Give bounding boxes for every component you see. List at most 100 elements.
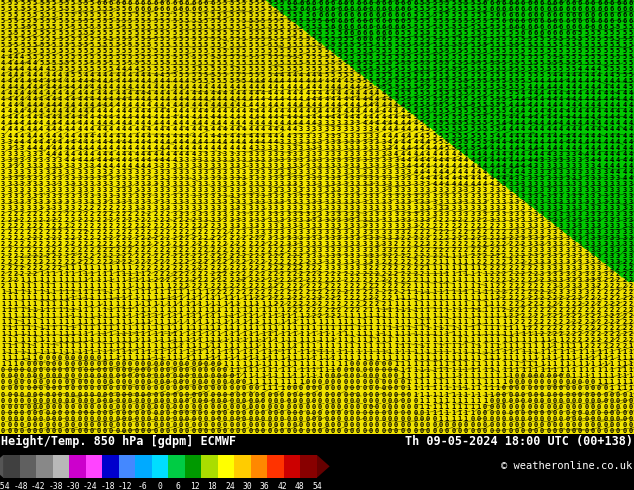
Text: 0: 0 [71,392,75,397]
Text: 4: 4 [8,108,11,115]
Text: 6: 6 [585,0,588,6]
Text: 4: 4 [597,132,601,139]
Text: 4: 4 [8,126,11,132]
Text: 4: 4 [65,97,68,102]
Text: 0: 0 [198,410,202,416]
Text: 0: 0 [166,373,170,379]
Text: 6: 6 [369,0,373,6]
Text: 0: 0 [160,397,164,404]
Text: 5: 5 [217,36,221,42]
Text: 3: 3 [363,223,366,229]
Text: 1: 1 [128,337,132,343]
Text: 4: 4 [268,121,271,126]
Text: 4: 4 [141,97,145,102]
Text: 3: 3 [242,174,246,181]
Text: 6: 6 [204,0,208,6]
Text: 4: 4 [46,132,49,139]
Text: 1: 1 [394,307,398,313]
Text: 1: 1 [293,362,297,368]
Text: 4: 4 [616,150,620,157]
Text: 1: 1 [458,416,462,421]
Text: 1: 1 [629,368,633,373]
Text: 0: 0 [451,428,455,434]
Text: 1: 1 [52,295,56,301]
Text: 5: 5 [439,42,443,48]
Text: 1: 1 [52,349,56,355]
Text: 0: 0 [527,410,531,416]
Text: 3: 3 [382,181,385,187]
Text: 5: 5 [109,24,113,30]
Text: 3: 3 [166,199,170,205]
Text: 3: 3 [382,199,385,205]
Text: 4: 4 [128,150,132,157]
Text: 4: 4 [109,139,113,145]
Text: 3: 3 [293,241,297,247]
Text: 6: 6 [344,30,347,36]
Text: 3: 3 [14,157,18,163]
Text: 4: 4 [160,108,164,115]
Text: 2: 2 [629,295,633,301]
Text: 4: 4 [566,132,569,139]
Text: 1: 1 [255,307,259,313]
Text: 1: 1 [77,301,81,307]
Text: 1: 1 [597,349,601,355]
Text: 0: 0 [46,373,49,379]
Text: 3: 3 [578,163,582,169]
Text: 2: 2 [407,235,411,241]
Text: 0: 0 [14,428,18,434]
Text: 0: 0 [230,404,233,410]
Text: 0: 0 [77,355,81,361]
Text: 6: 6 [610,12,614,18]
Text: 1: 1 [179,349,183,355]
Text: 3: 3 [312,174,316,181]
Text: 0: 0 [623,416,626,421]
Text: 3: 3 [337,157,341,163]
Text: 0: 0 [382,416,385,421]
Text: 0: 0 [553,379,557,386]
Text: 0: 0 [547,397,550,404]
Text: 2: 2 [477,229,481,235]
Text: 4: 4 [122,115,126,121]
Text: 4: 4 [141,102,145,108]
Text: 6: 6 [369,12,373,18]
Text: 5: 5 [515,36,519,42]
Text: 1: 1 [210,355,214,361]
Text: 5: 5 [185,73,189,78]
Text: 2: 2 [616,283,620,289]
Text: 4: 4 [426,139,430,145]
Text: 3: 3 [566,217,569,223]
Text: 2: 2 [287,283,290,289]
Text: 1: 1 [477,283,481,289]
Text: 1: 1 [236,355,240,361]
Text: 5: 5 [464,24,468,30]
Text: 3: 3 [559,193,563,199]
Text: 3: 3 [147,199,151,205]
Text: 2: 2 [350,301,354,307]
Text: 0: 0 [27,421,30,428]
Text: 5: 5 [534,42,538,48]
Text: 6: 6 [540,0,544,6]
Text: 5: 5 [489,78,493,84]
Text: 1: 1 [39,301,43,307]
Text: 4: 4 [521,108,525,115]
Text: 1: 1 [426,319,430,325]
Text: 2: 2 [318,283,322,289]
Text: 1: 1 [179,289,183,295]
Text: 4: 4 [172,97,176,102]
Text: 1: 1 [84,343,87,349]
Text: 2: 2 [527,295,531,301]
Text: 5: 5 [445,24,449,30]
Text: 0: 0 [141,404,145,410]
Text: 0: 0 [610,392,614,397]
Text: 4: 4 [610,126,614,132]
Text: 4: 4 [508,169,512,174]
Text: 4: 4 [540,78,544,84]
Text: 3: 3 [274,235,278,241]
Text: 4: 4 [191,102,195,108]
Text: 3: 3 [337,265,341,271]
Text: 4: 4 [604,126,607,132]
Text: 4: 4 [401,145,404,150]
Text: 5: 5 [103,6,107,12]
Text: 2: 2 [255,265,259,271]
Text: 5: 5 [470,73,474,78]
